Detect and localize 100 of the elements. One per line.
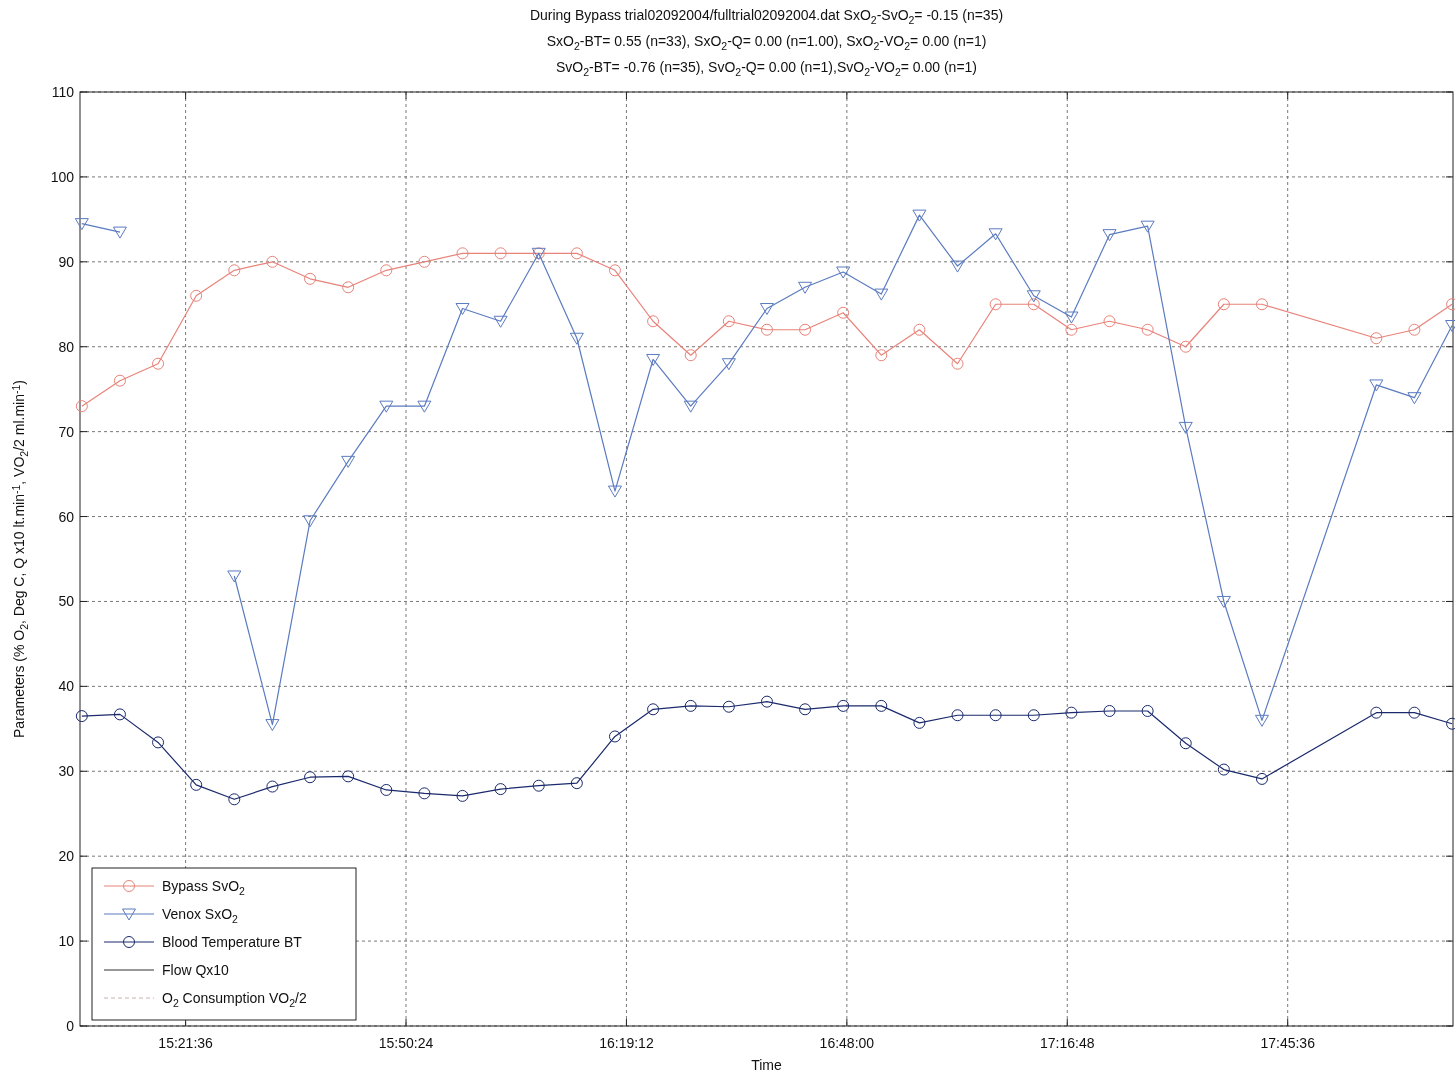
point bbox=[722, 700, 735, 713]
point bbox=[532, 779, 545, 792]
point bbox=[190, 778, 203, 791]
point bbox=[722, 315, 735, 328]
point bbox=[1178, 421, 1193, 434]
point bbox=[1064, 311, 1079, 324]
point bbox=[570, 247, 583, 260]
point bbox=[608, 730, 621, 743]
point bbox=[951, 709, 964, 722]
point bbox=[721, 358, 736, 371]
point bbox=[456, 789, 469, 802]
x-tick-label: 17:16:48 bbox=[1040, 1035, 1095, 1051]
point bbox=[380, 783, 393, 796]
point bbox=[1140, 220, 1155, 233]
point bbox=[341, 455, 356, 468]
y-tick-label: 110 bbox=[51, 84, 75, 100]
point bbox=[113, 708, 126, 721]
point bbox=[798, 281, 813, 294]
y-tick-label: 50 bbox=[58, 593, 75, 610]
y-tick-label: 20 bbox=[58, 848, 75, 865]
point bbox=[875, 349, 888, 362]
x-tick-label: 15:50:24 bbox=[378, 1035, 434, 1051]
point bbox=[75, 400, 88, 413]
point bbox=[760, 323, 773, 336]
point bbox=[1065, 323, 1078, 336]
point bbox=[950, 260, 965, 273]
point bbox=[190, 289, 203, 302]
point bbox=[380, 264, 393, 277]
point bbox=[1179, 737, 1192, 750]
y-tick-label: 60 bbox=[58, 508, 75, 525]
point bbox=[304, 771, 317, 784]
point bbox=[494, 247, 507, 260]
point bbox=[607, 485, 622, 498]
point bbox=[1065, 706, 1078, 719]
point bbox=[647, 315, 660, 328]
point bbox=[1103, 315, 1116, 328]
point bbox=[1179, 340, 1192, 353]
y-tick-label: 30 bbox=[58, 763, 75, 780]
point bbox=[684, 349, 697, 362]
point bbox=[1255, 298, 1268, 311]
point bbox=[837, 306, 850, 319]
point bbox=[304, 272, 317, 285]
point bbox=[1141, 704, 1154, 717]
y-tick-label: 0 bbox=[66, 1018, 75, 1034]
point bbox=[646, 353, 661, 366]
legend-label: Venox SxO$_{2}$ bbox=[162, 906, 239, 925]
point bbox=[1217, 298, 1230, 311]
point bbox=[989, 298, 1002, 311]
point bbox=[1408, 323, 1421, 336]
legend-label: Bypass SvO$_{2}$ bbox=[162, 878, 246, 897]
point bbox=[874, 288, 889, 301]
point bbox=[418, 787, 431, 800]
point bbox=[227, 570, 242, 583]
point bbox=[228, 793, 241, 806]
text: SxO$_{2}$-BT= 0.55 (n=33), SxO$_{2}$-Q= 0.00 (n=1.00), SxO$_{2}$-VO$_{2}$= 0.00 (n=1) SvO$_{2}$-BT= -0.76 (n=35), SvO$_{2}$-Q= 0.00 (n=1),SvO$_{2}$-VO$_{2}$= 0.00 (n=1) bbox=[546, 33, 987, 78]
legend-label: O$_{2}$ Consumption VO$_{2}$/2 bbox=[162, 990, 307, 1009]
point bbox=[75, 710, 88, 723]
y-tick-label: 40 bbox=[58, 678, 75, 695]
point bbox=[1370, 332, 1383, 345]
point bbox=[1407, 392, 1422, 405]
point bbox=[1408, 706, 1421, 719]
point bbox=[1369, 379, 1384, 392]
point bbox=[266, 780, 279, 793]
point bbox=[1027, 298, 1040, 311]
point bbox=[74, 218, 89, 231]
point bbox=[988, 228, 1003, 241]
point bbox=[1026, 290, 1041, 303]
point bbox=[570, 777, 583, 790]
point bbox=[1217, 763, 1230, 776]
point bbox=[456, 247, 469, 260]
point bbox=[266, 255, 279, 268]
point bbox=[342, 770, 355, 783]
point bbox=[1255, 772, 1268, 785]
point bbox=[113, 374, 126, 387]
point bbox=[1102, 229, 1117, 242]
point bbox=[265, 719, 280, 732]
point bbox=[1027, 709, 1040, 722]
y-tick-label: 100 bbox=[50, 168, 75, 185]
x-axis-title: Time bbox=[751, 1057, 783, 1073]
point bbox=[875, 699, 888, 712]
point bbox=[455, 303, 470, 316]
point bbox=[228, 264, 241, 277]
point bbox=[837, 699, 850, 712]
point bbox=[759, 303, 774, 316]
point bbox=[647, 703, 660, 716]
point bbox=[1254, 714, 1269, 727]
point bbox=[569, 332, 584, 345]
point bbox=[493, 315, 508, 328]
x-tick-label: 16:19:12 bbox=[599, 1035, 654, 1051]
point bbox=[799, 703, 812, 716]
y-tick-label: 90 bbox=[58, 253, 75, 270]
point bbox=[1216, 595, 1231, 608]
y-tick-label: 10 bbox=[58, 933, 75, 950]
point bbox=[608, 264, 621, 277]
point bbox=[683, 400, 698, 413]
point bbox=[152, 357, 165, 370]
y-tick-label: 80 bbox=[58, 338, 75, 355]
point bbox=[1141, 323, 1154, 336]
x-tick-label: 15:21:36 bbox=[158, 1035, 214, 1051]
chart-title: During Bypass trial02092004/fulltrial02092004.dat SxO$_{2}$-SvO$_{2}$= -0.15 (n=35) bbox=[529, 7, 1004, 26]
